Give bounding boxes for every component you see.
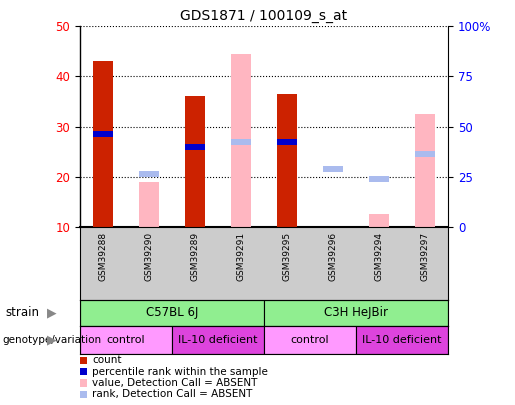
Bar (139, 171, 159, 177)
Bar (231, 54, 251, 227)
Text: GSM39291: GSM39291 (236, 232, 246, 281)
Bar (80, 326, 172, 354)
Text: GSM39290: GSM39290 (144, 232, 153, 281)
Text: GSM39294: GSM39294 (374, 232, 384, 281)
Bar (416, 114, 435, 227)
Text: strain: strain (5, 306, 39, 320)
Text: ▶: ▶ (47, 306, 56, 320)
Text: GSM39295: GSM39295 (282, 232, 291, 281)
Text: genotype/variation: genotype/variation (3, 335, 101, 345)
Title: GDS1871 / 100109_s_at: GDS1871 / 100109_s_at (180, 9, 348, 23)
Bar (323, 166, 342, 172)
Text: rank, Detection Call = ABSENT: rank, Detection Call = ABSENT (92, 390, 253, 399)
Bar (277, 139, 297, 145)
Bar (139, 182, 159, 227)
Bar (93, 62, 112, 227)
Bar (185, 144, 204, 149)
Bar (356, 326, 448, 354)
Text: ▶: ▶ (47, 334, 56, 347)
Text: percentile rank within the sample: percentile rank within the sample (92, 367, 268, 377)
Text: GSM39288: GSM39288 (98, 232, 107, 281)
Text: IL-10 deficient: IL-10 deficient (178, 335, 258, 345)
Text: control: control (107, 335, 145, 345)
Bar (264, 326, 356, 354)
Bar (369, 214, 389, 227)
Text: count: count (92, 356, 122, 365)
Text: IL-10 deficient: IL-10 deficient (362, 335, 442, 345)
Text: control: control (290, 335, 329, 345)
Bar (172, 326, 264, 354)
Bar (416, 151, 435, 157)
Bar (80, 300, 264, 326)
Bar (264, 300, 448, 326)
Bar (231, 139, 251, 145)
Text: value, Detection Call = ABSENT: value, Detection Call = ABSENT (92, 378, 258, 388)
Text: C57BL 6J: C57BL 6J (146, 306, 198, 320)
Text: GSM39296: GSM39296 (329, 232, 337, 281)
Text: GSM39289: GSM39289 (191, 232, 199, 281)
Bar (93, 131, 112, 137)
Text: C3H HeJBir: C3H HeJBir (324, 306, 388, 320)
Bar (185, 96, 204, 227)
Bar (369, 176, 389, 182)
Bar (277, 94, 297, 227)
Text: GSM39297: GSM39297 (421, 232, 430, 281)
